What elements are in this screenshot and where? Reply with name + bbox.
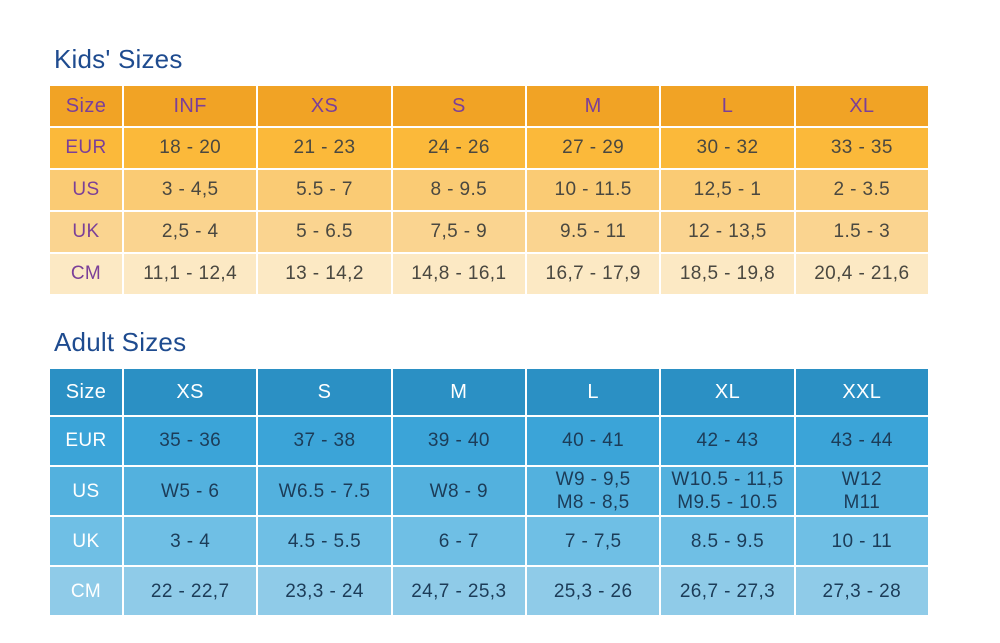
size-value-cell: 11,1 - 12,4 xyxy=(124,254,257,294)
size-header-cell: Size xyxy=(50,86,122,126)
size-value-cell: 8.5 - 9.5 xyxy=(661,517,794,566)
size-value-cell: 39 - 40 xyxy=(392,417,525,465)
size-value-cell: 22 - 22,7 xyxy=(124,567,257,616)
size-value-cell: 6 - 7 xyxy=(392,517,525,566)
size-value-cell: 27 - 29 xyxy=(526,128,660,168)
size-value-cell: W9 - 9,5 M8 - 8,5 xyxy=(526,467,660,516)
size-value-cell: 3 - 4,5 xyxy=(124,170,257,210)
size-value-cell: 2,5 - 4 xyxy=(124,212,257,252)
size-value-cell: 3 - 4 xyxy=(124,517,257,566)
table-row: CM 22 - 22,7 23,3 - 24 24,7 - 25,3 25,3 - 26… xyxy=(50,567,928,616)
size-value-cell: 9.5 - 11 xyxy=(526,212,660,252)
kids-size-table: Size INF XS S M L XL EUR 18 - 20 21 - 23 24 - 26 27… xyxy=(48,84,930,296)
column-header-cell: M xyxy=(526,86,660,126)
size-value-cell: 20,4 - 21,6 xyxy=(795,254,928,294)
size-value-cell: 21 - 23 xyxy=(258,128,391,168)
row-label-cell: US xyxy=(50,467,122,516)
size-value-cell: 30 - 32 xyxy=(661,128,794,168)
adult-sizes-section: Adult Sizes Size XS S M L XL XXL EUR 35 - 36 37 -… xyxy=(48,327,1000,617)
size-value-cell: 1.5 - 3 xyxy=(795,212,928,252)
size-value-cell: 4.5 - 5.5 xyxy=(258,517,391,566)
size-value-cell: 23,3 - 24 xyxy=(258,567,391,616)
size-value-cell: 40 - 41 xyxy=(526,417,660,465)
row-label-cell: US xyxy=(50,170,122,210)
column-header-cell: INF xyxy=(124,86,257,126)
kids-sizes-section: Kids' Sizes Size INF XS S M L XL EUR 18 - 20 21 -… xyxy=(48,44,1000,296)
size-value-cell: 12,5 - 1 xyxy=(661,170,794,210)
size-value-cell: 13 - 14,2 xyxy=(258,254,391,294)
size-value-cell: 10 - 11 xyxy=(795,517,928,566)
size-value-cell: 35 - 36 xyxy=(124,417,257,465)
size-value-cell: 25,3 - 26 xyxy=(526,567,660,616)
size-value-cell: 43 - 44 xyxy=(795,417,928,465)
size-value-cell: 14,8 - 16,1 xyxy=(392,254,525,294)
column-header-cell: L xyxy=(661,86,794,126)
table-row: CM 11,1 - 12,4 13 - 14,2 14,8 - 16,1 16,7 - … xyxy=(50,254,928,294)
size-value-cell: 2 - 3.5 xyxy=(795,170,928,210)
size-value-cell: 18 - 20 xyxy=(124,128,257,168)
column-header-cell: XXL xyxy=(795,369,928,415)
size-value-cell: 12 - 13,5 xyxy=(661,212,794,252)
size-value-cell: 24,7 - 25,3 xyxy=(392,567,525,616)
header-row: Size INF XS S M L XL xyxy=(50,86,928,126)
size-value-cell: 26,7 - 27,3 xyxy=(661,567,794,616)
row-label-cell: UK xyxy=(50,212,122,252)
size-value-cell: 7 - 7,5 xyxy=(526,517,660,566)
size-value-cell: 8 - 9.5 xyxy=(392,170,525,210)
size-value-cell: 24 - 26 xyxy=(392,128,525,168)
size-value-cell: W6.5 - 7.5 xyxy=(258,467,391,516)
column-header-cell: S xyxy=(258,369,391,415)
size-value-cell: 33 - 35 xyxy=(795,128,928,168)
table-row: EUR 18 - 20 21 - 23 24 - 26 27 - 29 30 - 32 33… xyxy=(50,128,928,168)
adult-size-table: Size XS S M L XL XXL EUR 35 - 36 37 - 38 39 - 40 40… xyxy=(48,367,930,617)
size-value-cell: 27,3 - 28 xyxy=(795,567,928,616)
size-value-cell: W5 - 6 xyxy=(124,467,257,516)
size-value-cell: W12 M11 xyxy=(795,467,928,516)
column-header-cell: XS xyxy=(124,369,257,415)
kids-sizes-title: Kids' Sizes xyxy=(54,44,183,74)
size-value-cell: 5 - 6.5 xyxy=(258,212,391,252)
size-header-cell: Size xyxy=(50,369,122,415)
size-value-cell: 42 - 43 xyxy=(661,417,794,465)
column-header-cell: XL xyxy=(795,86,928,126)
size-value-cell: 18,5 - 19,8 xyxy=(661,254,794,294)
table-row: US W5 - 6 W6.5 - 7.5 W8 - 9 W9 - 9,5 M8 - 8,… xyxy=(50,467,928,516)
column-header-cell: XS xyxy=(258,86,391,126)
column-header-cell: L xyxy=(526,369,660,415)
size-value-cell: 16,7 - 17,9 xyxy=(526,254,660,294)
row-label-cell: EUR xyxy=(50,417,122,465)
column-header-cell: XL xyxy=(661,369,794,415)
table-row: EUR 35 - 36 37 - 38 39 - 40 40 - 41 42 - 43 43… xyxy=(50,417,928,465)
row-label-cell: CM xyxy=(50,567,122,616)
size-value-cell: 10 - 11.5 xyxy=(526,170,660,210)
size-value-cell: 37 - 38 xyxy=(258,417,391,465)
row-label-cell: CM xyxy=(50,254,122,294)
size-value-cell: 7,5 - 9 xyxy=(392,212,525,252)
row-label-cell: UK xyxy=(50,517,122,566)
column-header-cell: S xyxy=(392,86,525,126)
size-value-cell: W10.5 - 11,5 M9.5 - 10.5 xyxy=(661,467,794,516)
row-label-cell: EUR xyxy=(50,128,122,168)
adult-sizes-title: Adult Sizes xyxy=(54,327,187,357)
size-value-cell: W8 - 9 xyxy=(392,467,525,516)
header-row: Size XS S M L XL XXL xyxy=(50,369,928,415)
size-value-cell: 5.5 - 7 xyxy=(258,170,391,210)
column-header-cell: M xyxy=(392,369,525,415)
